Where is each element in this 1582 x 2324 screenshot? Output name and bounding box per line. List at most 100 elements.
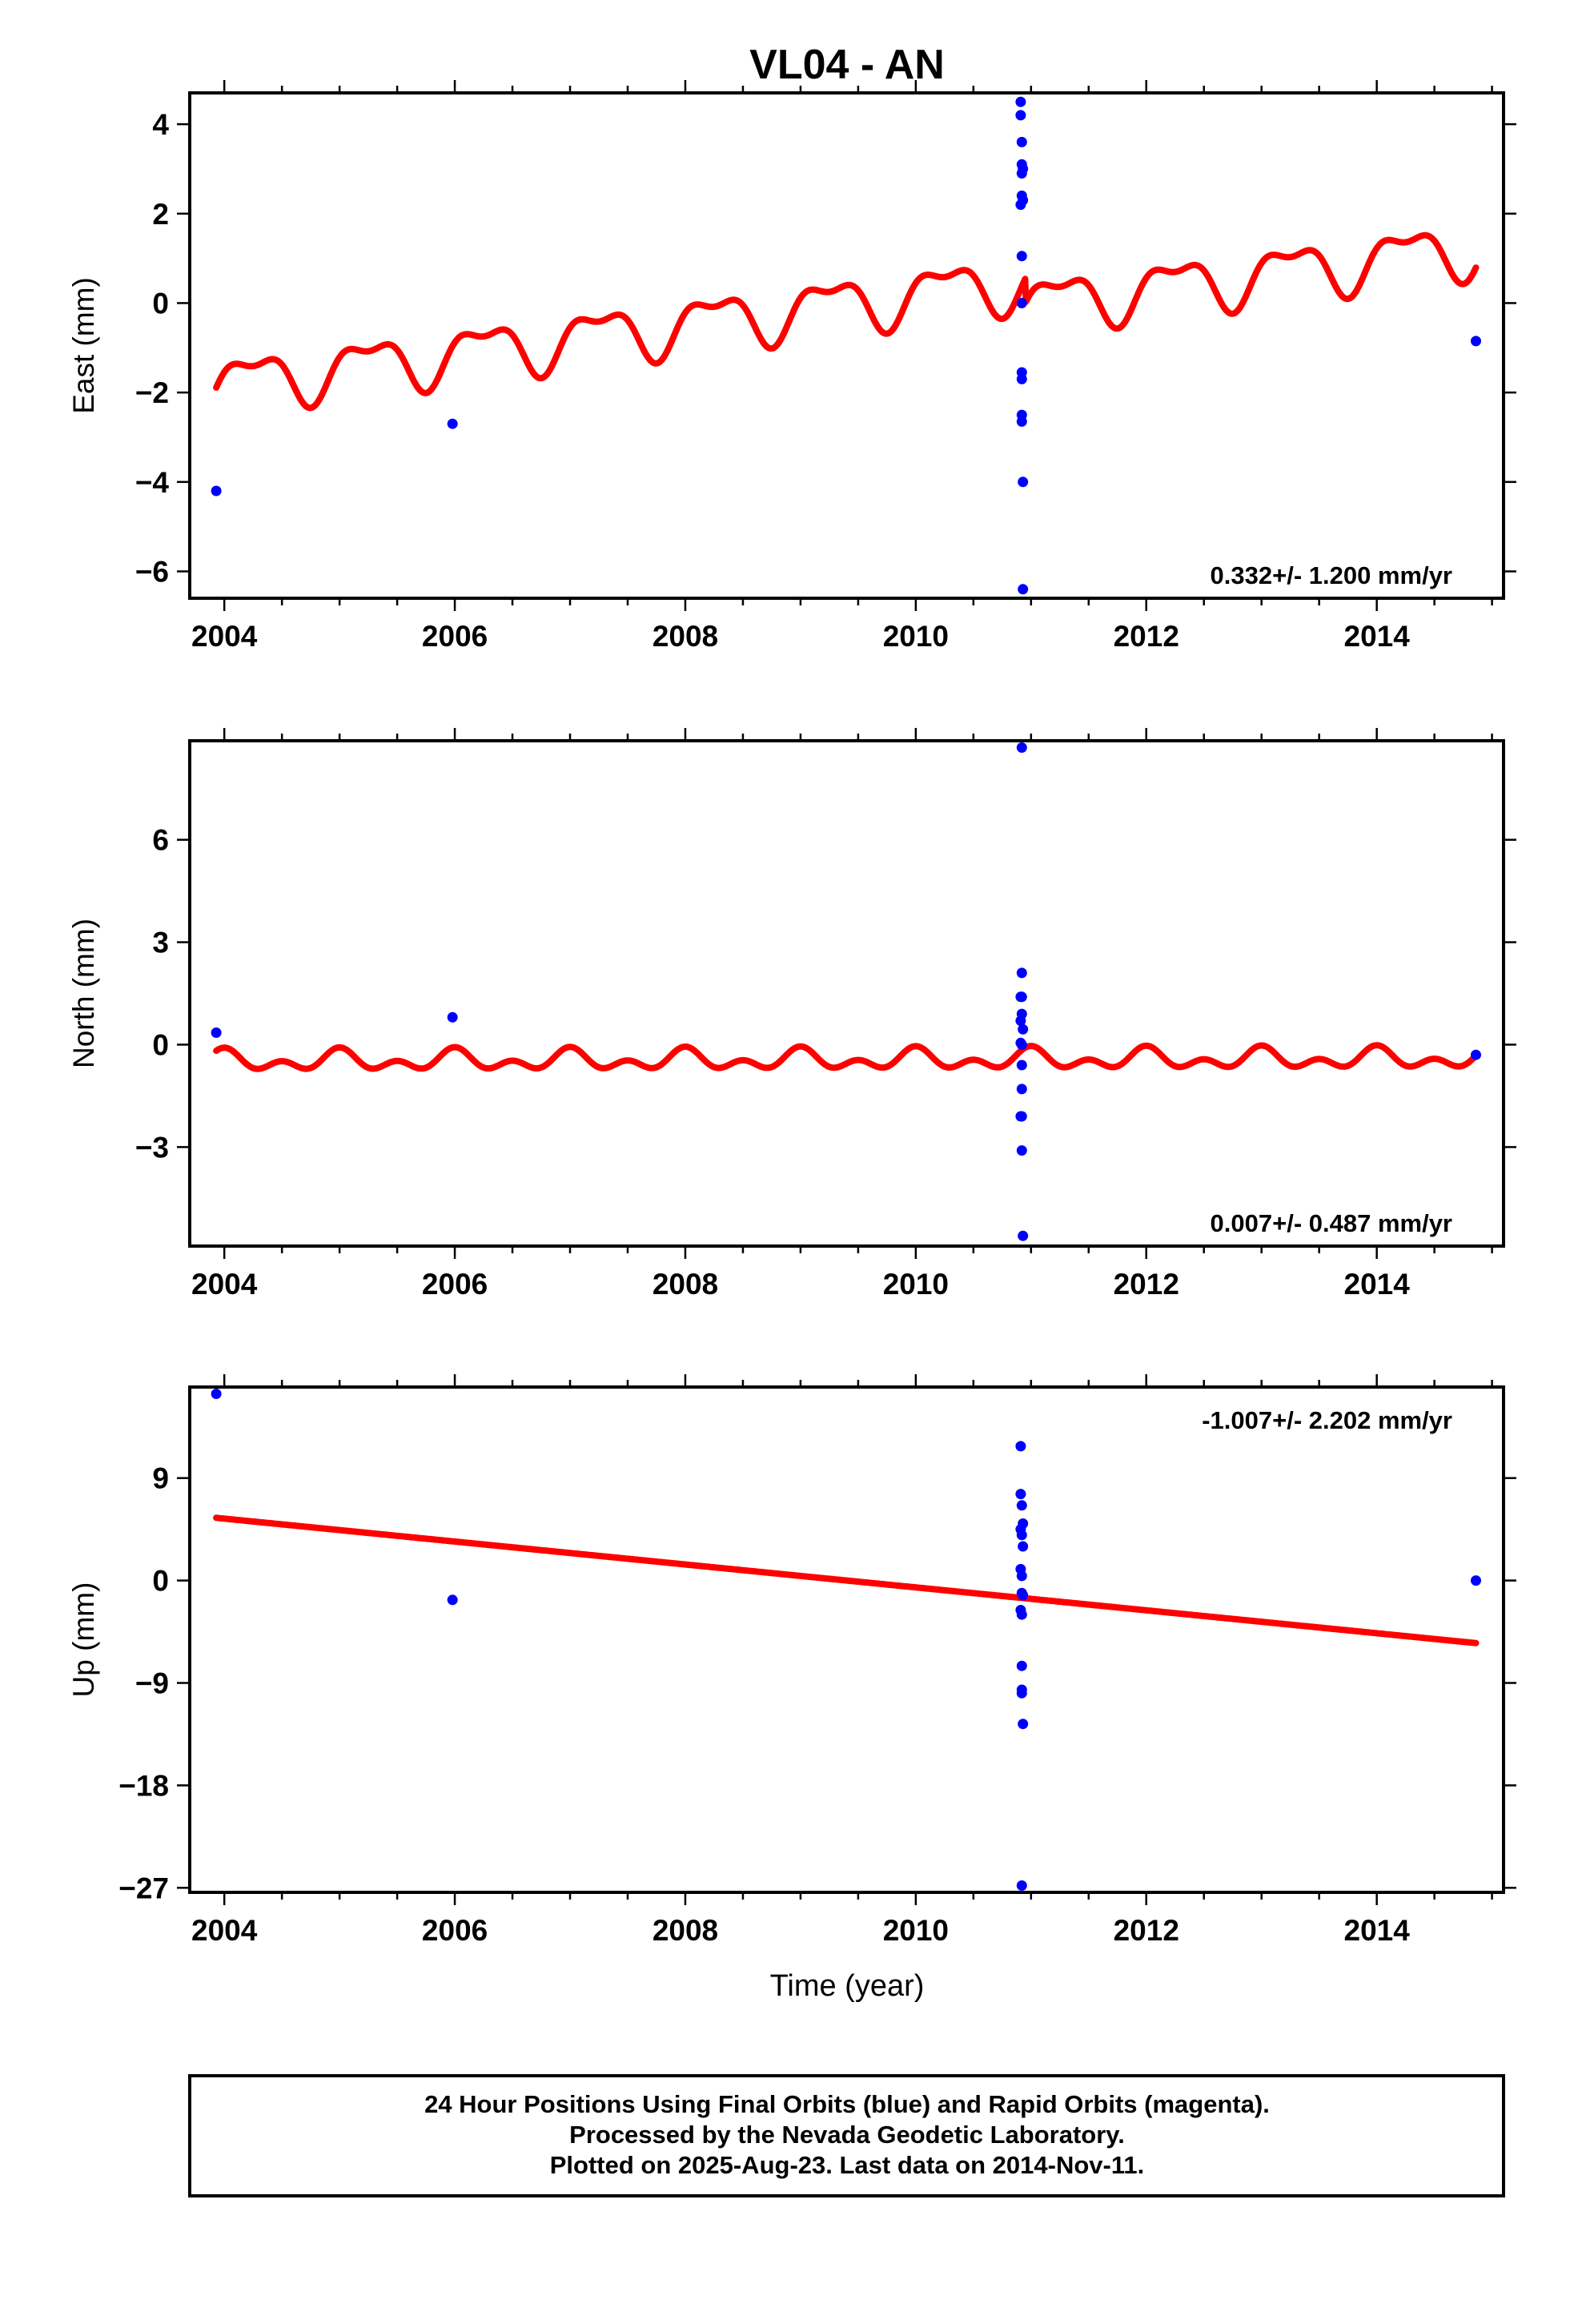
east-data-point bbox=[447, 418, 458, 429]
north-data-point bbox=[1015, 1037, 1026, 1048]
north-plot-frame bbox=[188, 739, 1505, 1248]
up-data-point bbox=[1471, 1575, 1481, 1586]
north-panel: 2004 2006 2008 2010 2012 2014 6 3 0 −3 North (mm) 0… bbox=[67, 728, 1516, 1301]
up-x-tick-label: 2010 bbox=[883, 1914, 949, 1947]
east-data-point bbox=[1015, 96, 1026, 107]
east-y-tick-label: 0 bbox=[152, 287, 169, 320]
up-y-tick-label: 0 bbox=[152, 1565, 169, 1598]
north-data-point bbox=[1015, 1015, 1026, 1027]
footer-line-2: Processed by the Nevada Geodetic Laborat… bbox=[569, 2121, 1125, 2149]
east-x-tick-label: 2004 bbox=[191, 620, 258, 653]
north-data-point bbox=[1016, 1084, 1027, 1095]
up-data-point bbox=[1018, 1719, 1029, 1730]
north-x-tick-label: 2008 bbox=[652, 1268, 718, 1301]
north-x-tick-label: 2006 bbox=[422, 1268, 488, 1301]
up-data-point bbox=[1018, 1518, 1029, 1529]
east-panel: 2004 2006 2008 2010 2012 2014 4 2 0 −2 −4 −6 East (m… bbox=[67, 80, 1516, 653]
east-rate-label: 0.332+/- 1.200 mm/yr bbox=[1211, 561, 1452, 589]
up-data-point bbox=[1016, 1660, 1027, 1671]
up-data-point bbox=[1016, 1530, 1027, 1541]
up-data-point bbox=[1018, 1541, 1029, 1552]
east-x-tick-label: 2010 bbox=[883, 620, 949, 653]
up-x-tick-label: 2008 bbox=[652, 1914, 718, 1947]
east-data-point bbox=[1018, 163, 1029, 175]
north-data-point bbox=[1016, 991, 1027, 1003]
up-data-point bbox=[1016, 1500, 1027, 1511]
up-data-point bbox=[1015, 1441, 1026, 1452]
north-data-point bbox=[1016, 1111, 1027, 1122]
east-y-tick-label: −6 bbox=[135, 555, 169, 588]
footer-frame bbox=[188, 2074, 1505, 2197]
chart-title: VL04 - AN bbox=[749, 42, 945, 88]
north-y-tick-label: 0 bbox=[152, 1028, 169, 1061]
east-data-point bbox=[1471, 336, 1481, 347]
up-rate-label: -1.007+/- 2.202 mm/yr bbox=[1202, 1406, 1452, 1434]
east-y-tick-label: 2 bbox=[152, 198, 169, 231]
north-data-point bbox=[1016, 1059, 1027, 1071]
north-x-tick-label: 2004 bbox=[191, 1268, 258, 1301]
north-model-line bbox=[213, 1042, 1480, 1072]
north-x-tick-label: 2010 bbox=[883, 1268, 949, 1301]
north-data-point bbox=[1018, 1023, 1029, 1035]
footer-line-3: Plotted on 2025-Aug-23. Last data on 201… bbox=[550, 2151, 1144, 2179]
north-y-tick-label: 3 bbox=[152, 927, 169, 959]
up-data-point bbox=[447, 1594, 458, 1606]
up-model-line bbox=[213, 1514, 1480, 1647]
east-data-point bbox=[1018, 195, 1029, 206]
north-y-tick-label: −3 bbox=[135, 1131, 169, 1164]
north-data-point bbox=[1016, 1145, 1027, 1156]
up-x-tick-label: 2014 bbox=[1344, 1914, 1411, 1947]
north-y-tick-label: 6 bbox=[152, 824, 169, 857]
up-plot-frame bbox=[188, 1385, 1505, 1894]
up-data-point bbox=[211, 1389, 222, 1399]
up-data-point bbox=[1016, 1609, 1027, 1620]
footer-box: 24 Hour Positions Using Final Orbits (bl… bbox=[188, 2074, 1505, 2197]
east-x-tick-label: 2014 bbox=[1344, 620, 1411, 653]
east-data-point bbox=[1015, 110, 1026, 121]
north-y-axis-label: North (mm) bbox=[67, 919, 100, 1068]
north-x-tick-label: 2014 bbox=[1344, 1268, 1411, 1301]
north-rate-label: 0.007+/- 0.487 mm/yr bbox=[1211, 1209, 1452, 1237]
north-x-tick-label: 2012 bbox=[1114, 1268, 1179, 1301]
east-data-point bbox=[1016, 136, 1027, 147]
x-axis-label: Time (year) bbox=[770, 1969, 925, 2003]
up-data-point bbox=[1016, 1687, 1027, 1699]
east-data-point bbox=[1018, 584, 1029, 595]
up-y-tick-label: −18 bbox=[118, 1769, 169, 1802]
east-model-line bbox=[213, 231, 1480, 412]
east-data-point bbox=[1016, 416, 1027, 427]
up-x-tick-label: 2004 bbox=[191, 1914, 258, 1947]
east-data-point bbox=[1016, 373, 1027, 384]
north-data-point bbox=[211, 1027, 222, 1038]
north-data-point bbox=[447, 1011, 458, 1023]
up-x-tick-label: 2012 bbox=[1114, 1914, 1179, 1947]
east-x-tick-label: 2012 bbox=[1114, 620, 1179, 653]
up-panel: 2004 2006 2008 2010 2012 2014 9 0 −9 −18 −27 Up (mm… bbox=[67, 1374, 1516, 1947]
north-data-point bbox=[1471, 1049, 1481, 1060]
east-y-tick-label: −4 bbox=[135, 466, 170, 499]
up-y-axis-label: Up (mm) bbox=[67, 1582, 100, 1698]
footer-line-1: 24 Hour Positions Using Final Orbits (bl… bbox=[424, 2090, 1270, 2118]
east-data-point bbox=[211, 485, 222, 497]
up-y-tick-label: −9 bbox=[135, 1667, 169, 1700]
east-data-point bbox=[1018, 476, 1029, 488]
up-data-point bbox=[1018, 1590, 1029, 1601]
up-data-point bbox=[1016, 1880, 1027, 1891]
north-data-point bbox=[1016, 742, 1027, 753]
east-x-tick-label: 2006 bbox=[422, 620, 488, 653]
east-plot-frame bbox=[188, 91, 1505, 600]
east-y-axis-label: East (mm) bbox=[67, 277, 100, 414]
up-data-point bbox=[1016, 1570, 1027, 1582]
east-data-point bbox=[1016, 298, 1027, 308]
north-data-point bbox=[1018, 1230, 1029, 1241]
up-y-tick-label: −27 bbox=[118, 1872, 169, 1904]
up-x-tick-label: 2006 bbox=[422, 1914, 488, 1947]
east-data-point bbox=[1016, 251, 1027, 262]
east-y-tick-label: −2 bbox=[135, 376, 169, 409]
north-data-point bbox=[1016, 967, 1027, 979]
east-y-tick-label: 4 bbox=[152, 108, 169, 141]
up-data-point bbox=[1015, 1489, 1026, 1500]
up-y-tick-label: 9 bbox=[152, 1462, 169, 1495]
east-x-tick-label: 2008 bbox=[652, 620, 718, 653]
